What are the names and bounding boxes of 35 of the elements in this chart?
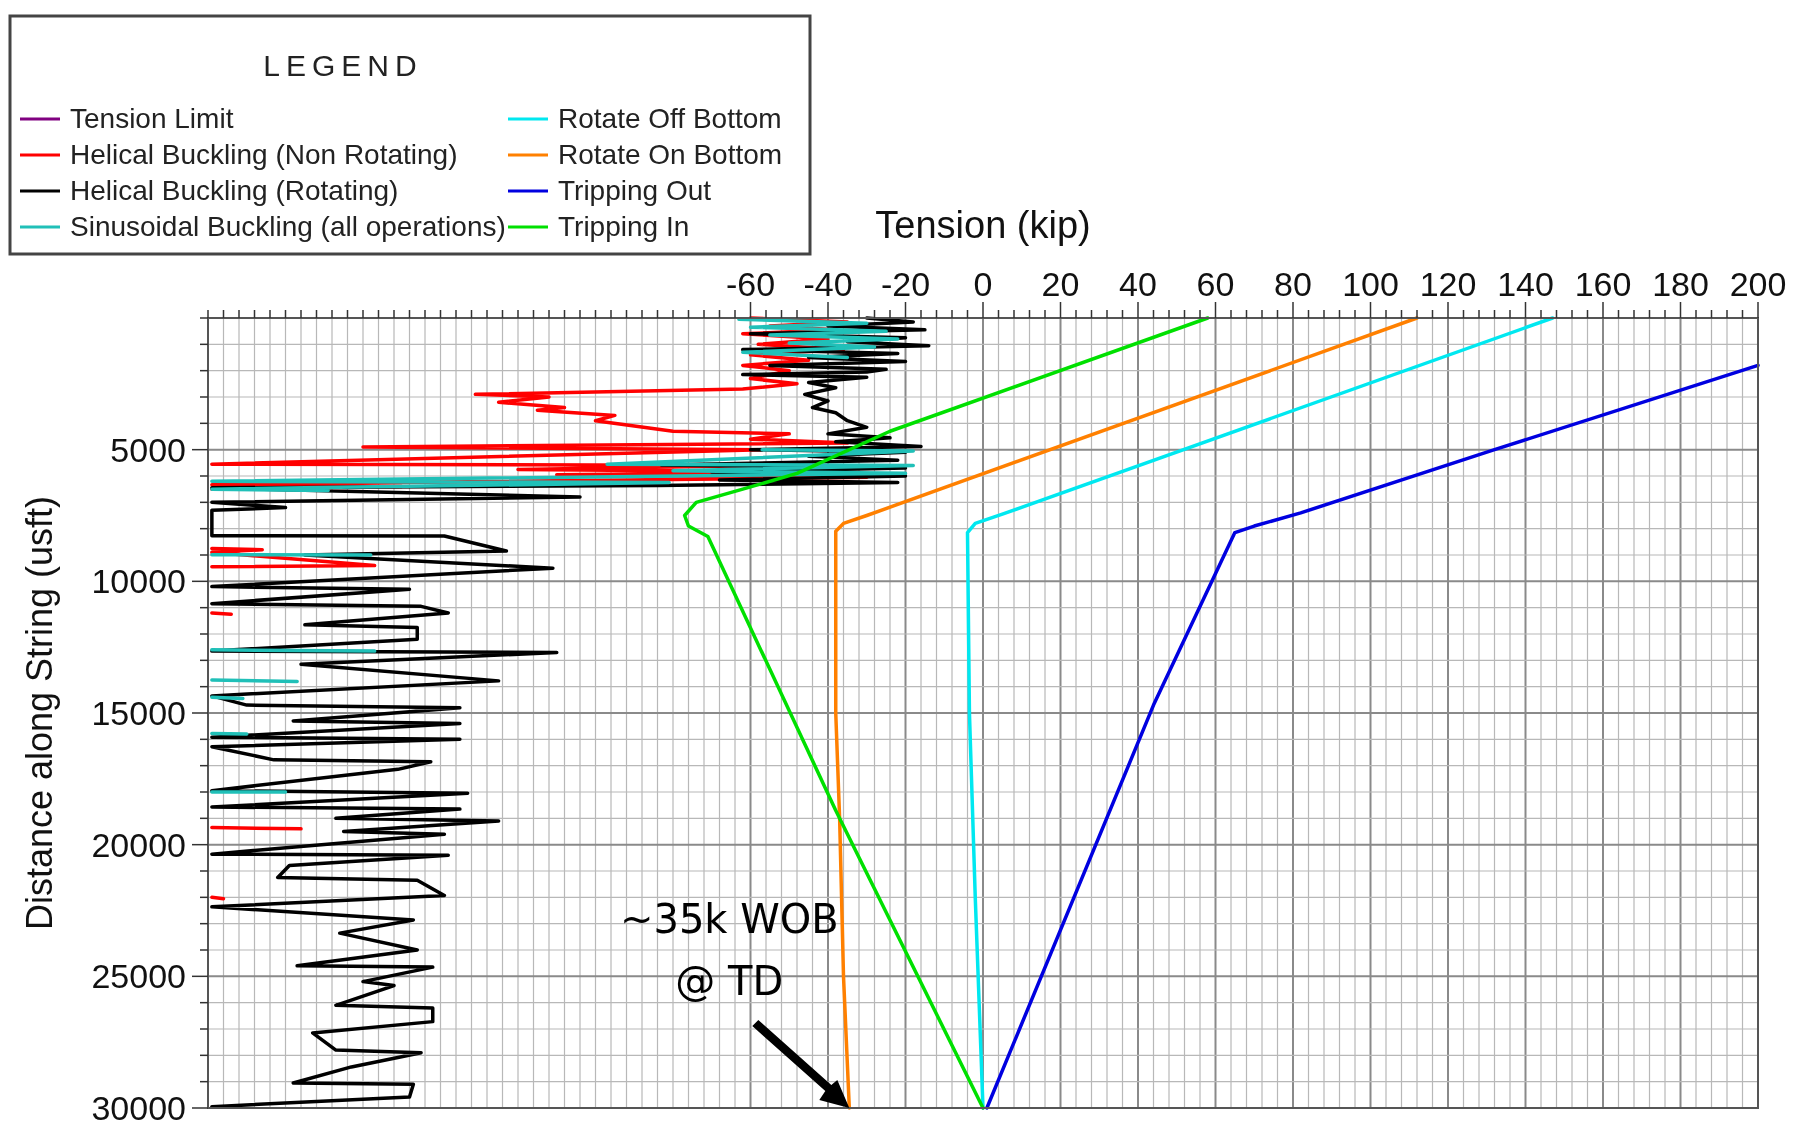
legend-label: Rotate Off Bottom bbox=[558, 103, 782, 134]
x-tick-label: 100 bbox=[1342, 265, 1399, 303]
x-tick-label: 40 bbox=[1119, 265, 1157, 303]
x-tick-label: 20 bbox=[1041, 265, 1080, 303]
x-tick-label: 80 bbox=[1274, 265, 1312, 303]
x-tick-label: -20 bbox=[880, 265, 931, 303]
y-tick-label: 30000 bbox=[91, 1089, 186, 1127]
x-tick-label: 140 bbox=[1497, 265, 1554, 303]
annotation: ~35k WOB @ TD bbox=[619, 896, 839, 1004]
x-tick-label: 160 bbox=[1574, 265, 1632, 303]
line-series bbox=[965, 316, 1555, 1110]
legend-label: Helical Buckling (Rotating) bbox=[70, 175, 399, 206]
x-axis-title: Tension (kip) bbox=[875, 204, 1091, 246]
x-tick-label: 60 bbox=[1196, 265, 1235, 303]
x-tick-label: 120 bbox=[1419, 265, 1477, 303]
y-tick-label: 20000 bbox=[91, 825, 186, 864]
legend-label: Tripping Out bbox=[558, 175, 712, 206]
y-axis-title: Distance along String (usft) bbox=[19, 495, 60, 931]
line-series bbox=[985, 363, 1760, 1110]
legend-label: Rotate On Bottom bbox=[558, 139, 783, 170]
y-tick-label: 25000 bbox=[91, 957, 186, 996]
x-tick-label: -60 bbox=[725, 265, 776, 303]
legend-label: Tension Limit bbox=[70, 103, 234, 134]
legend-label: Sinusoidal Buckling (all operations) bbox=[70, 211, 506, 242]
x-tick-label: 0 bbox=[973, 265, 993, 303]
line-series bbox=[834, 316, 1419, 1110]
y-tick-label: 10000 bbox=[91, 562, 186, 601]
x-tick-label: 180 bbox=[1652, 265, 1709, 303]
legend-label: Helical Buckling (Non Rotating) bbox=[70, 139, 458, 170]
legend-label: Tripping In bbox=[558, 211, 690, 242]
y-tick-label: 15000 bbox=[91, 694, 186, 732]
legend-title: LEGEND bbox=[263, 49, 423, 82]
y-tick-label: 5000 bbox=[110, 430, 186, 469]
x-tick-label: -40 bbox=[803, 265, 853, 303]
x-tick-label: 200 bbox=[1729, 265, 1787, 303]
